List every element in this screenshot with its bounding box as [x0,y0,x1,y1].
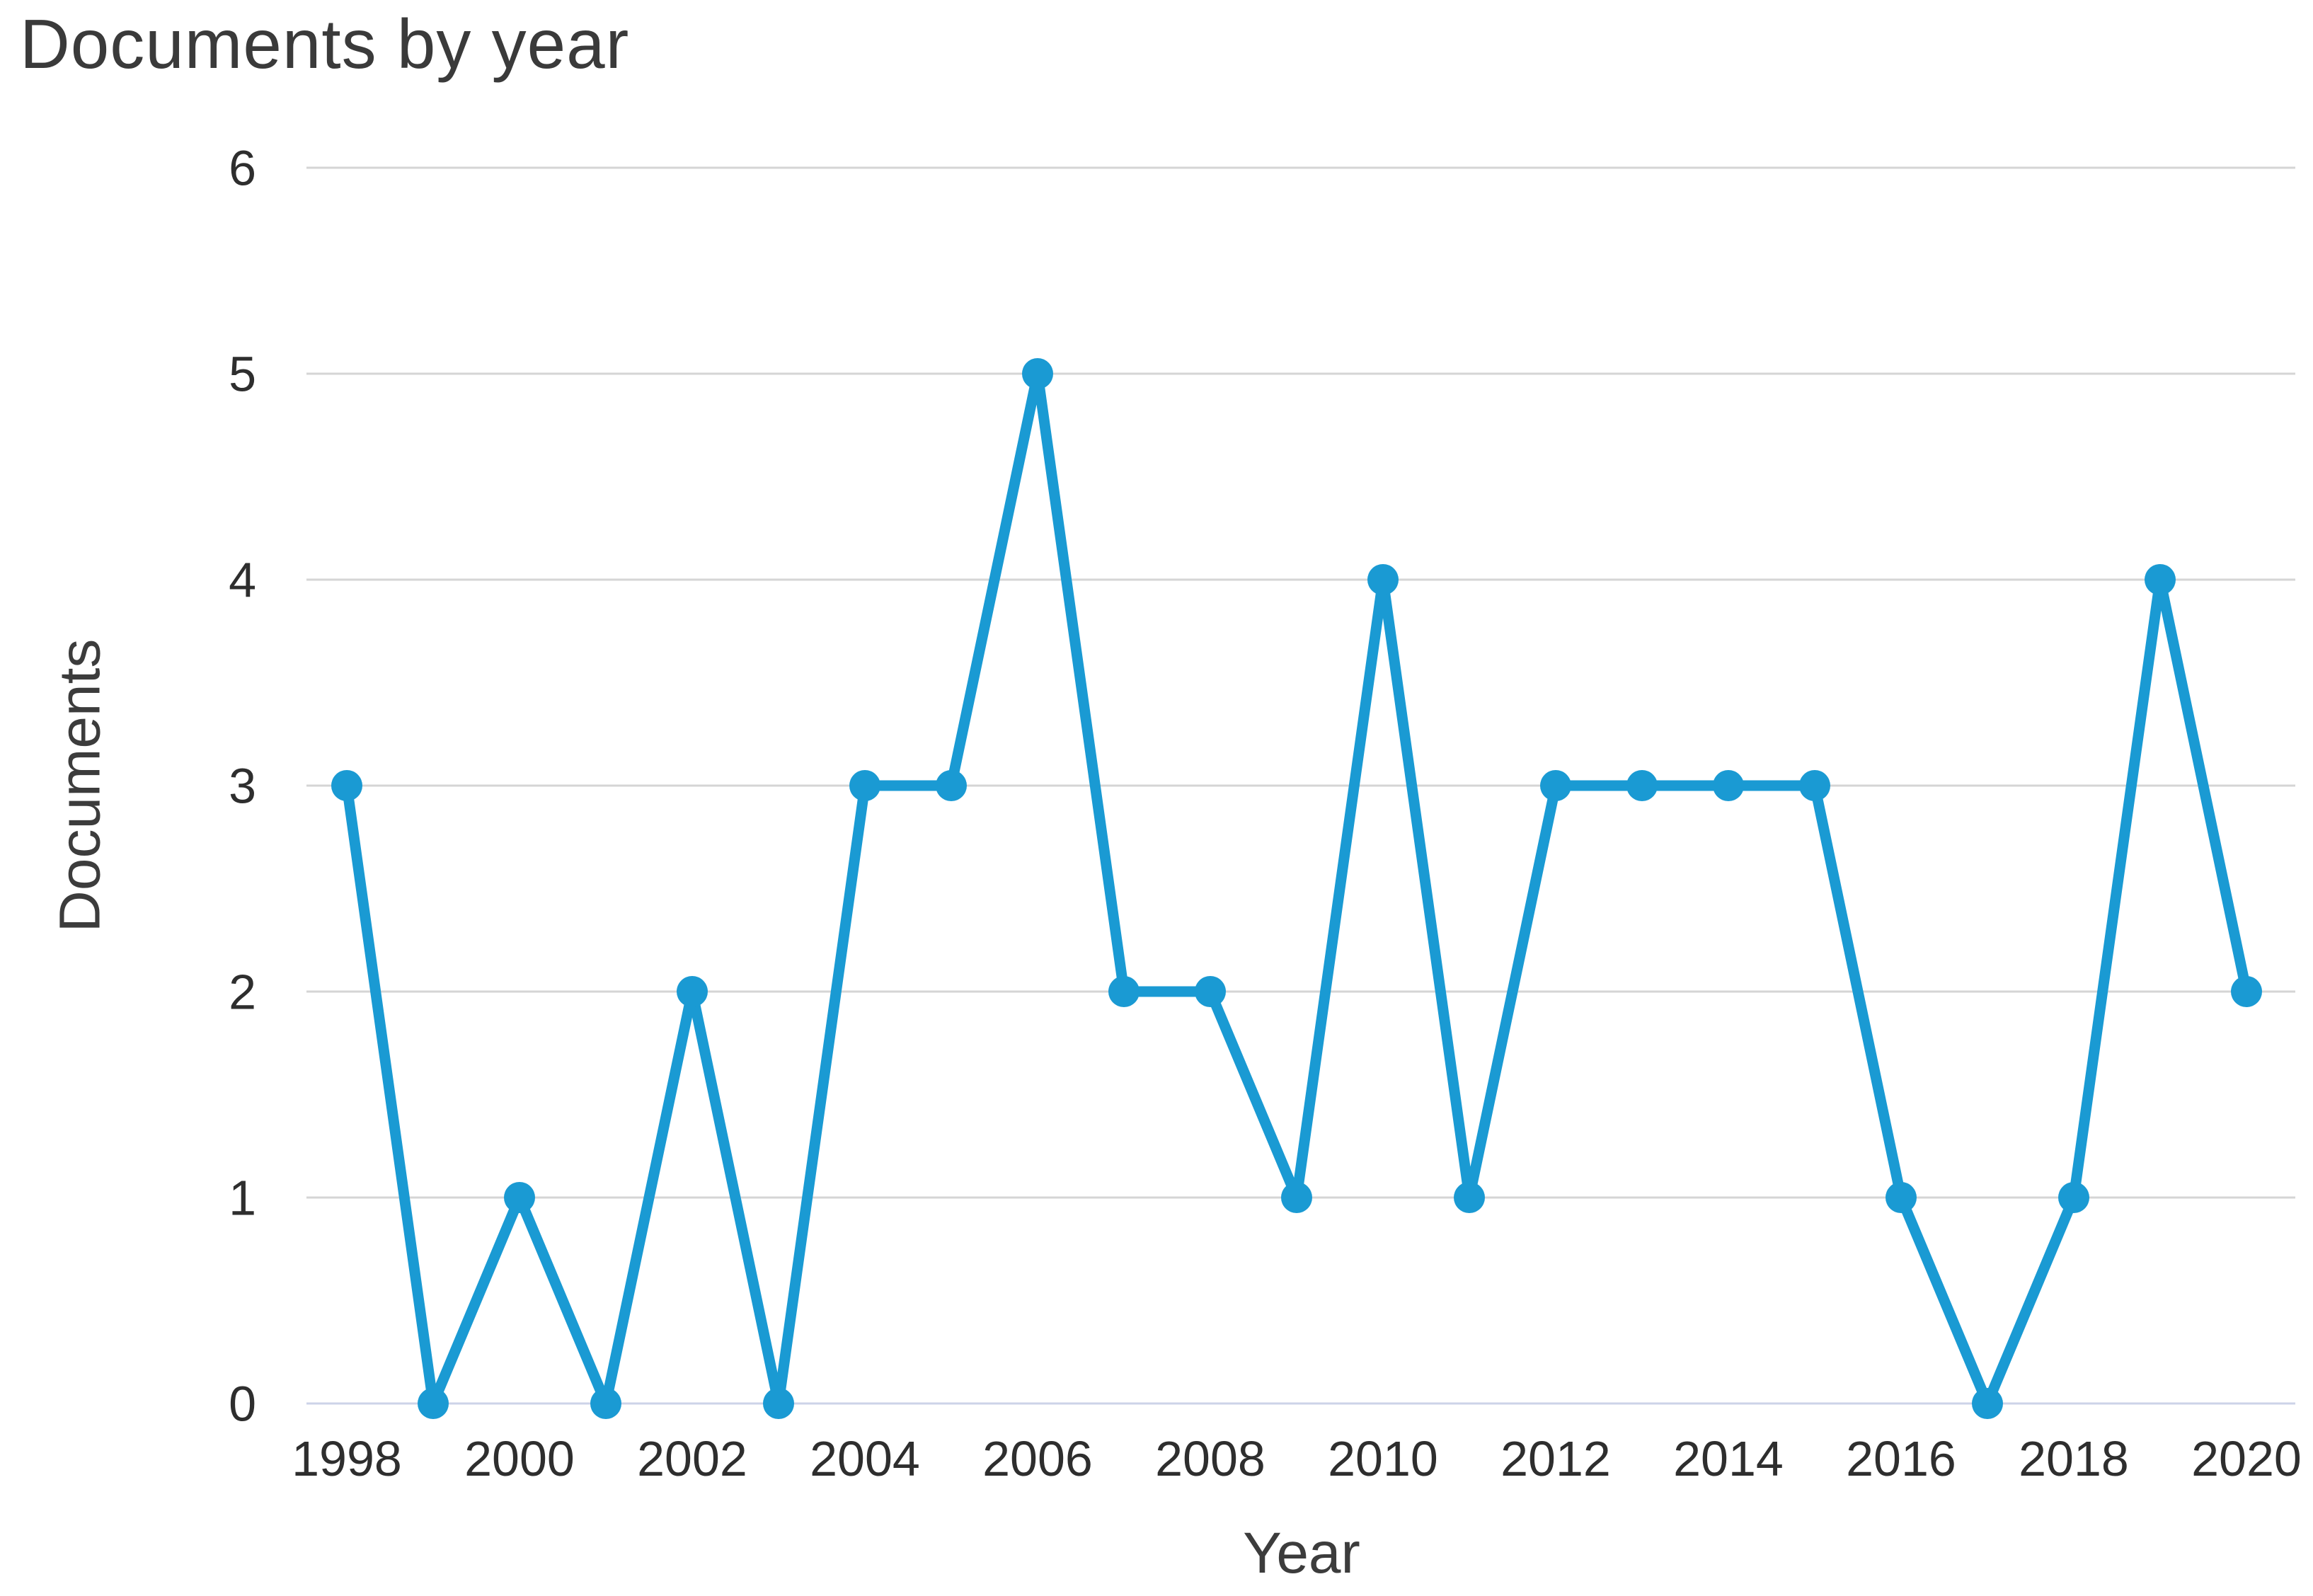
data-point [2231,976,2262,1007]
data-point [418,1388,449,1419]
x-tick-label: 1998 [292,1431,402,1486]
data-point [1281,1182,1312,1213]
y-tick-label: 1 [229,1171,256,1226]
x-tick-label: 2008 [1155,1431,1265,1486]
x-tick-label: 2020 [2191,1431,2302,1486]
data-points [331,358,2262,1419]
data-point [1626,770,1658,801]
y-tick-label: 4 [229,553,256,608]
x-tick-label: 2010 [1328,1431,1438,1486]
y-tick-label: 0 [229,1377,256,1432]
data-line [341,368,2252,1409]
data-point [1367,564,1399,595]
data-point [504,1182,535,1213]
y-tick-label: 2 [229,965,256,1020]
data-point [763,1388,794,1419]
data-point [2145,564,2176,595]
data-point [1108,976,1140,1007]
x-axis-title: Year [1243,1521,1360,1585]
y-tick-label: 3 [229,759,256,814]
data-point [1972,1388,2003,1419]
x-tick-label: 2014 [1673,1431,1784,1486]
y-axis-title: Documents [48,639,113,933]
data-point [936,770,967,801]
data-point [1886,1182,1917,1213]
x-tick-label: 2000 [464,1431,575,1486]
x-tick-label: 2006 [982,1431,1093,1486]
x-tick-label: 2004 [810,1431,920,1486]
gridlines [306,166,2295,1405]
data-point [1713,770,1744,801]
x-tick-label: 2012 [1500,1431,1611,1486]
y-tick-label: 5 [229,347,256,402]
x-tick-label: 2018 [2019,1431,2129,1486]
y-tick-label: 6 [229,141,256,196]
data-point [1195,976,1226,1007]
y-tick-labels: 0 1 2 3 4 5 6 [229,141,256,1432]
data-point [1540,770,1571,801]
x-tick-labels: 1998 2000 2002 2004 2006 2008 2010 2012 2014 2016… [292,1431,2302,1486]
x-tick-label: 2002 [637,1431,747,1486]
data-point [2058,1182,2089,1213]
data-point [849,770,880,801]
data-point [1022,358,1053,389]
data-point [1454,1182,1485,1213]
chart-title: Documents by year [20,5,629,83]
data-point [331,770,362,801]
data-point [590,1388,621,1419]
x-tick-label: 2016 [1846,1431,1956,1486]
data-point [1799,770,1830,801]
data-point [677,976,708,1007]
